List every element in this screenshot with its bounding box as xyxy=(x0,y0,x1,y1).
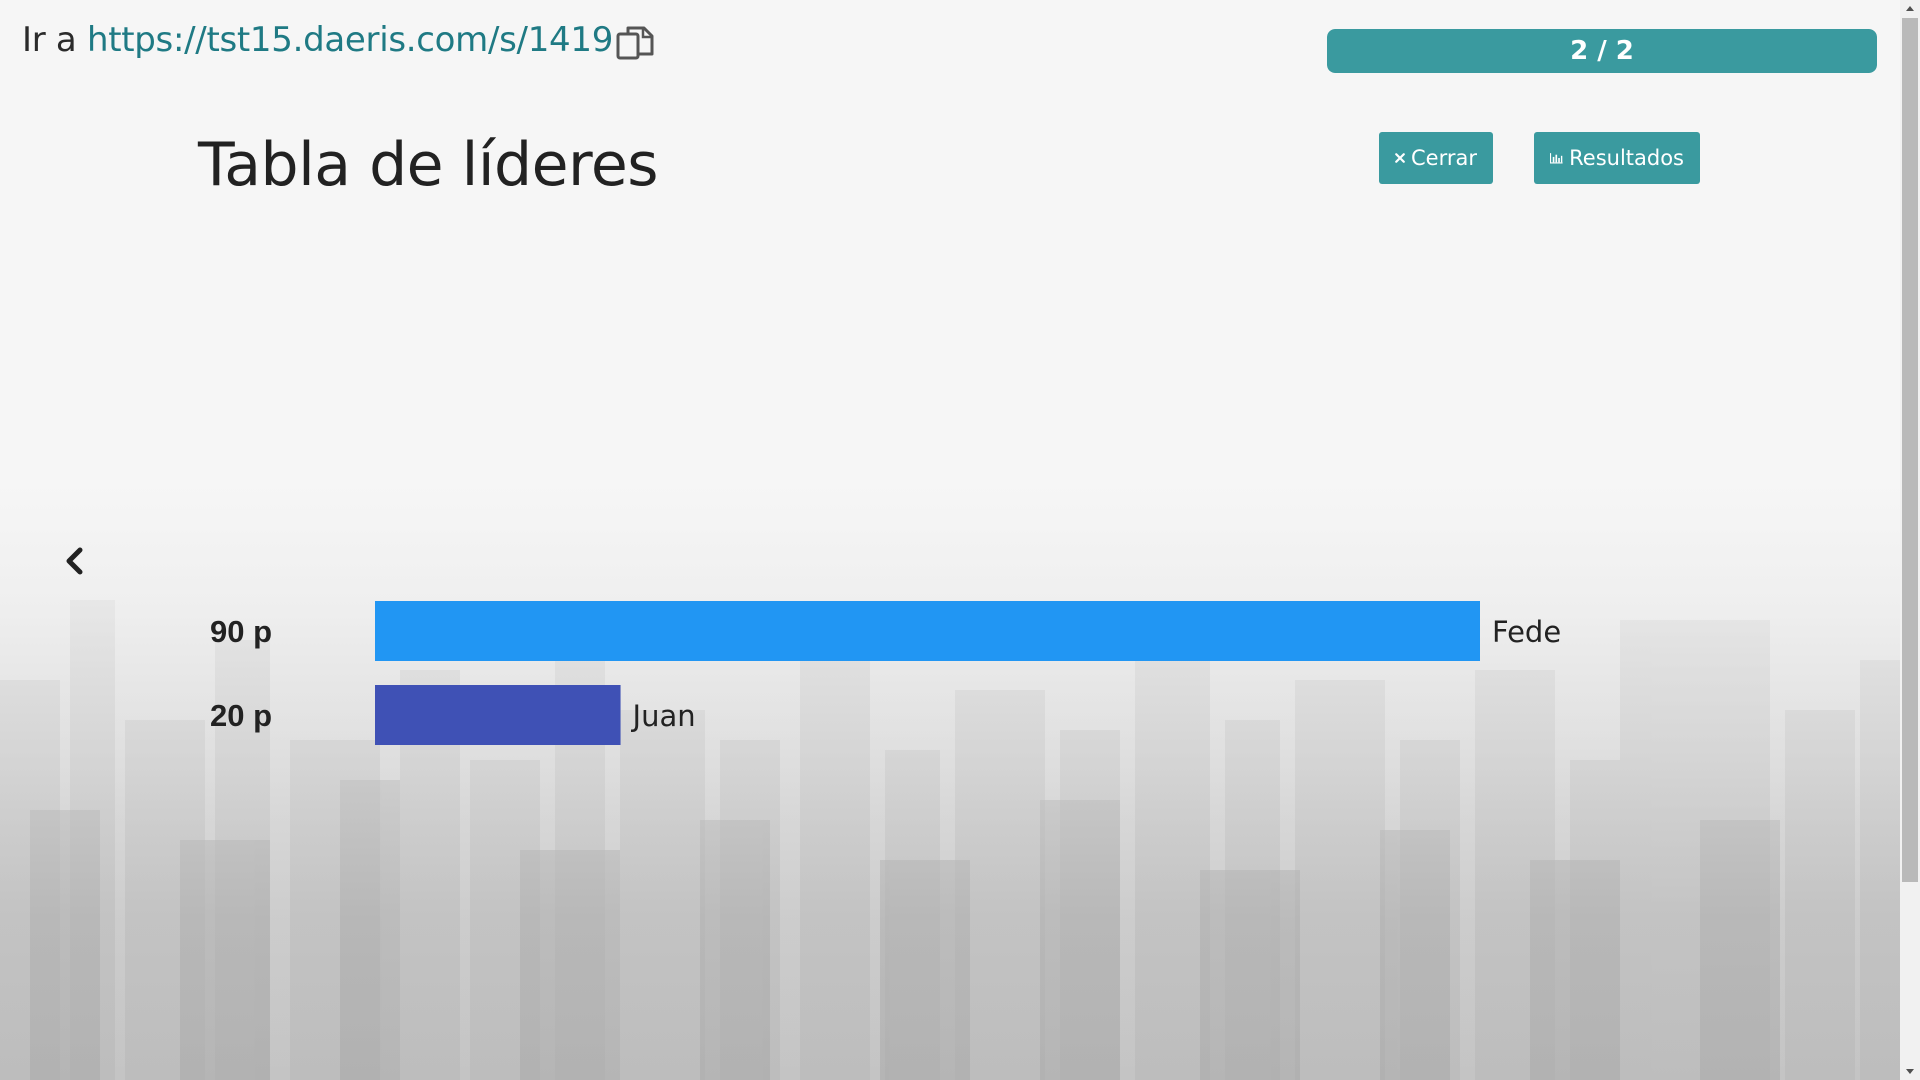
scroll-thumb[interactable] xyxy=(1902,18,1918,882)
scroll-down-arrow-icon[interactable] xyxy=(1900,1063,1920,1080)
player-name: Fede xyxy=(1492,615,1561,649)
chevron-left-icon[interactable] xyxy=(62,546,88,576)
progress-bar: 2 / 2 xyxy=(1327,29,1877,73)
bar-chart-icon xyxy=(1550,153,1563,164)
score-label: 90 p xyxy=(210,614,272,649)
close-button-label: Cerrar xyxy=(1411,146,1477,170)
score-label: 20 p xyxy=(210,698,272,733)
page-title: Tabla de líderes xyxy=(198,130,659,200)
close-button[interactable]: Cerrar xyxy=(1379,132,1493,184)
copy-icon[interactable] xyxy=(614,24,656,66)
times-icon xyxy=(1395,153,1405,163)
join-instructions: Ir a https://tst15.daeris.com/s/1419 xyxy=(22,20,613,60)
scrollbar[interactable] xyxy=(1900,0,1920,1080)
join-url-link[interactable]: https://tst15.daeris.com/s/1419 xyxy=(86,20,614,60)
progress-fill xyxy=(1327,29,1877,73)
leader-bar xyxy=(375,601,1480,661)
player-name: Juan xyxy=(631,699,696,733)
results-button-label: Resultados xyxy=(1569,146,1684,170)
progress-label: 2 / 2 xyxy=(1570,36,1634,66)
scroll-up-arrow-icon[interactable] xyxy=(1900,0,1920,17)
results-button[interactable]: Resultados xyxy=(1534,132,1700,184)
join-prefix: Ir a xyxy=(22,20,77,60)
leader-bar xyxy=(375,685,621,745)
